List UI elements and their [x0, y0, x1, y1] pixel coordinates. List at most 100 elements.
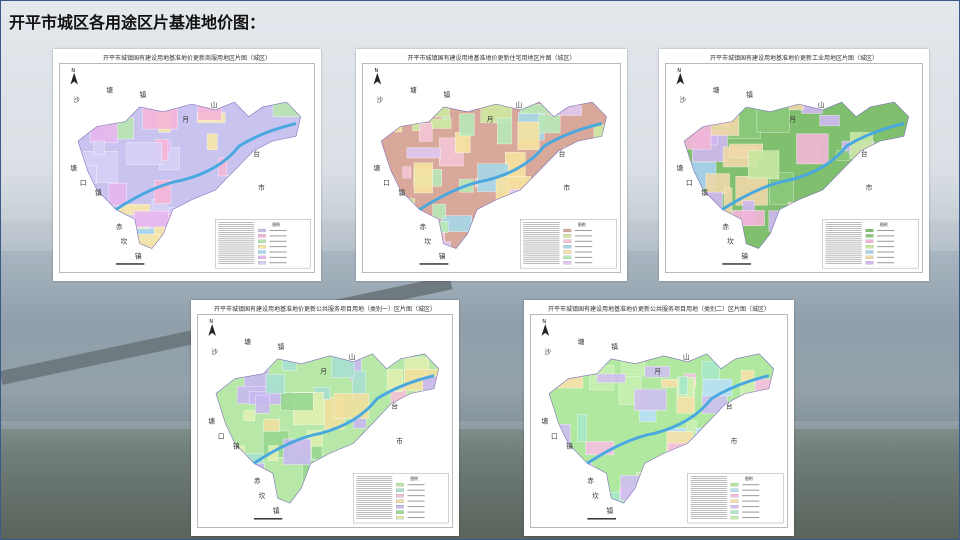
- place-label: 台: [253, 149, 260, 158]
- parcel: [480, 102, 513, 124]
- place-label: 山: [211, 100, 218, 109]
- place-label: 口: [80, 179, 87, 187]
- place-label: 镇: [140, 90, 147, 99]
- legend: 图例: [822, 219, 919, 269]
- place-label: 塘: [70, 163, 77, 172]
- north-arrow-icon: [208, 323, 216, 336]
- place-label: 镇: [273, 506, 280, 515]
- parcel: [633, 388, 667, 411]
- parcel: [459, 113, 475, 137]
- place-label: 口: [686, 179, 693, 187]
- place-label: 镇: [439, 251, 446, 260]
- parcel: [585, 441, 615, 456]
- north-arrow-icon: [70, 72, 78, 85]
- parcel: [701, 361, 720, 380]
- north-label: N: [677, 68, 681, 74]
- scale-bar: [722, 263, 751, 265]
- place-label: 镇: [233, 441, 240, 450]
- north-label: N: [374, 68, 378, 74]
- parcel: [218, 157, 227, 177]
- place-label: 镇: [611, 342, 618, 351]
- place-label: 塘: [208, 416, 215, 425]
- place-label: 塘: [410, 85, 417, 94]
- scale-bar: [587, 518, 616, 520]
- place-label: 市: [563, 183, 570, 192]
- legend: 图例: [687, 473, 784, 524]
- river: [115, 122, 297, 211]
- place-label: 台: [559, 149, 566, 158]
- legend: 图例: [520, 219, 617, 269]
- parcel: [702, 378, 733, 397]
- place-label: 口: [218, 432, 225, 440]
- scale-bar: [419, 263, 449, 265]
- place-label: 镇: [746, 90, 753, 99]
- parcel: [538, 114, 561, 134]
- place-label: 赤: [420, 223, 427, 231]
- place-label: 月: [654, 368, 661, 376]
- parcel: [432, 203, 446, 219]
- place-label: 市: [866, 183, 873, 192]
- parcel: [406, 147, 441, 159]
- scale-bar: [115, 263, 145, 265]
- place-label: 山: [515, 100, 522, 109]
- parcel: [639, 408, 657, 422]
- parcel: [596, 373, 626, 384]
- place-label: 镇: [135, 251, 142, 260]
- parcel: [333, 393, 369, 419]
- place-label: 山: [349, 352, 356, 361]
- legend: 图例: [215, 219, 311, 269]
- map-card-5[interactable]: 开平市城镇国有建设用地基准地价更新公共服务项目用地（类别二）区片图（城区） N 沙…: [524, 300, 794, 536]
- place-label: 镇: [701, 188, 708, 197]
- parcel: [255, 394, 271, 414]
- map-title: 开平市城镇国有建设用地基准地价更新公共服务项目用地（类别二）区片图（城区）: [547, 306, 770, 313]
- place-label: 沙: [73, 96, 80, 104]
- svg-text:图例: 图例: [880, 222, 888, 227]
- place-label: 山: [818, 100, 825, 109]
- place-label: 镇: [95, 188, 102, 197]
- parcel: [430, 118, 452, 129]
- place-label: 坎: [424, 237, 431, 246]
- parcel: [413, 162, 433, 194]
- place-label: 坎: [727, 237, 734, 246]
- place-label: 台: [391, 401, 398, 410]
- place-label: 塘: [374, 163, 381, 172]
- parcel: [517, 121, 540, 150]
- map-title: 开平市城镇国有建设用地基准地价更新商服用地区片图（城区）: [102, 55, 271, 62]
- place-label: 月: [320, 368, 327, 376]
- map-title: 开平市城镇国有建设用地基准地价更新工业用地区片图（城区）: [709, 55, 878, 62]
- place-label: 坎: [121, 237, 128, 246]
- place-label: 塘: [578, 337, 585, 346]
- parcel: [723, 187, 733, 215]
- north-arrow-icon: [373, 72, 382, 85]
- place-label: 赤: [722, 223, 729, 231]
- place-label: 赤: [116, 223, 123, 231]
- parcel: [402, 166, 412, 179]
- svg-text:图例: 图例: [272, 222, 280, 227]
- parcel: [126, 142, 163, 165]
- place-label: 市: [731, 436, 738, 445]
- place-label: 市: [258, 183, 265, 192]
- parcel: [419, 123, 433, 142]
- parcel: [748, 150, 780, 179]
- place-label: 台: [726, 401, 733, 410]
- map-title: 开平市城镇国有建设用地基准地价更新住宅用地区片图（城区）: [407, 55, 576, 62]
- place-label: 镇: [444, 90, 451, 99]
- north-label: N: [542, 319, 546, 325]
- place-label: 沙: [679, 96, 686, 104]
- map-card-4[interactable]: 开平市城镇国有建设用地基准地价更新公共服务项目用地（类别一）区片图（城区） N 沙…: [191, 300, 459, 536]
- parcel: [577, 414, 588, 443]
- svg-text:图例: 图例: [578, 222, 586, 227]
- place-label: 镇: [606, 506, 613, 515]
- place-label: 山: [683, 352, 690, 361]
- svg-text:图例: 图例: [410, 476, 418, 481]
- parcel: [819, 115, 840, 127]
- place-label: 月: [487, 116, 494, 124]
